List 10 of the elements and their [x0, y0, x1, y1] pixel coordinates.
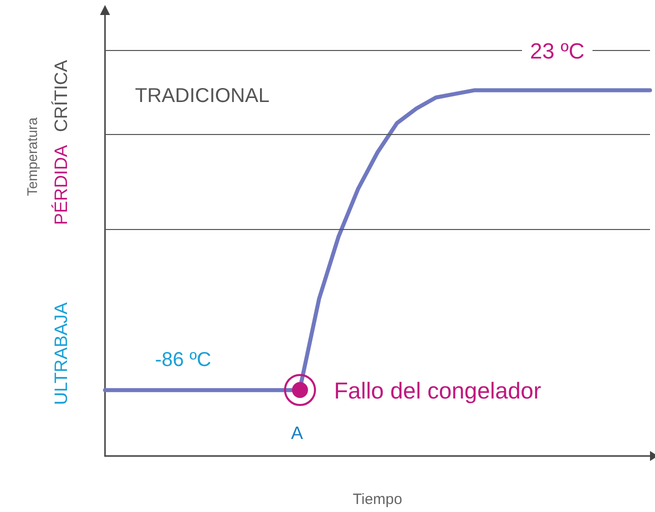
annotation: A [291, 423, 304, 443]
x-axis-title: Tiempo [352, 491, 402, 508]
annotation: -86 ºC [155, 349, 212, 371]
text: ULTRABAJA [51, 302, 71, 405]
annotation: Fallo del congelador [334, 378, 542, 404]
text: Temperatura [24, 117, 40, 196]
text: 23 ºC [530, 38, 585, 64]
annotation: TRADICIONAL [135, 85, 270, 107]
text: PÉRDIDA [51, 144, 71, 225]
text: CRÍTICA [51, 60, 71, 132]
